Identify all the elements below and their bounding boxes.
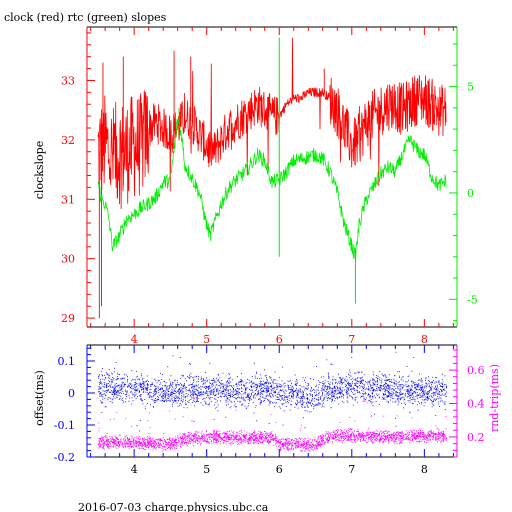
top-left-y-tick-label: 31 [61, 193, 75, 206]
top-plot-ticks: 4 5 6 7 8 29 30 31 32 33 -5 0 5 [61, 27, 478, 346]
bottom-plot-series [97, 349, 447, 452]
top-y-axis-label: clockslope [33, 141, 46, 199]
offset-points [97, 349, 447, 432]
chart-title: clock (red) rtc (green) slopes [4, 11, 167, 24]
bottom-left-y-tick-label: -0.2 [54, 451, 75, 464]
top-left-y-tick-label: 30 [61, 253, 75, 266]
roundtrip-points [97, 396, 447, 452]
top-right-y-tick-label: -5 [467, 293, 478, 306]
clock-slope-series [97, 37, 447, 209]
top-left-y-tick-label: 29 [61, 312, 75, 325]
footer-caption: 2016-07-03 charge.physics.ubc.ca [78, 501, 269, 512]
top-x-tick-label: 6 [276, 333, 283, 346]
top-x-tick-label: 5 [203, 333, 210, 346]
bottom-right-axis-label: rnd-trip(ms) [488, 364, 501, 432]
top-right-y-tick-label: 5 [467, 81, 474, 94]
bottom-x-tick-label: 5 [203, 463, 210, 476]
bottom-left-y-tick-label: -0.1 [54, 419, 75, 432]
bottom-left-y-tick-label: 0 [68, 387, 75, 400]
top-right-y-tick-label: 0 [467, 187, 474, 200]
top-left-y-tick-label: 32 [61, 134, 75, 147]
bottom-x-tick-label: 4 [131, 463, 138, 476]
bottom-x-tick-label: 7 [348, 463, 355, 476]
rtc-slope-series [97, 118, 447, 263]
bottom-plot-ticks: 4 5 6 7 8 0.1 0 -0.1 -0.2 0.6 0.4 0.2 [54, 345, 485, 476]
bottom-right-y-tick-label: 0.4 [467, 398, 485, 411]
top-x-tick-label: 7 [348, 333, 355, 346]
bottom-x-tick-label: 6 [276, 463, 283, 476]
top-plot-series [97, 37, 447, 319]
top-x-tick-label: 4 [131, 333, 138, 346]
bottom-right-y-tick-label: 0.2 [467, 431, 485, 444]
bottom-right-y-tick-label: 0.6 [467, 364, 485, 377]
top-x-tick-label: 8 [421, 333, 428, 346]
bottom-left-axis-label: offset(ms) [33, 370, 46, 426]
top-left-y-tick-label: 33 [61, 74, 75, 87]
bottom-left-y-tick-label: 0.1 [58, 355, 76, 368]
bottom-x-tick-label: 8 [421, 463, 428, 476]
